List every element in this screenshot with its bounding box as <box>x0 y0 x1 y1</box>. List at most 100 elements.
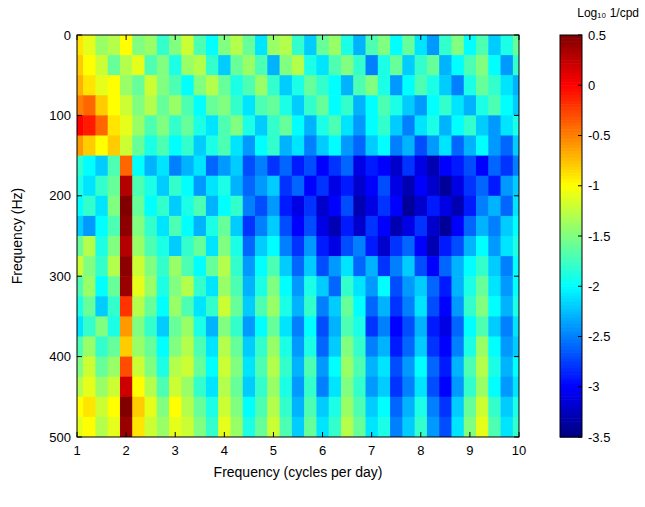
colorbar-tick <box>578 386 582 387</box>
cell <box>476 256 489 277</box>
x-tick <box>175 35 176 40</box>
y-tick <box>77 276 82 277</box>
cell <box>157 156 170 177</box>
cell <box>108 95 121 116</box>
cell <box>390 417 403 437</box>
cell <box>230 337 243 358</box>
x-tick-label: 8 <box>417 443 424 458</box>
cell <box>464 296 477 317</box>
cell <box>267 176 280 197</box>
cell <box>255 256 268 277</box>
cell <box>157 296 170 317</box>
cell <box>353 337 366 358</box>
cell <box>243 276 256 297</box>
cell <box>378 417 391 437</box>
cell <box>427 296 440 317</box>
cell <box>488 35 501 56</box>
cell <box>77 216 84 237</box>
cell <box>366 156 379 177</box>
cell <box>366 176 379 197</box>
cell <box>501 236 514 257</box>
cell <box>341 35 354 56</box>
cell <box>464 75 477 96</box>
cell <box>316 115 329 136</box>
cell <box>316 95 329 116</box>
cell <box>108 156 121 177</box>
cell <box>206 296 219 317</box>
cell <box>157 377 170 398</box>
cell <box>108 316 121 337</box>
cell <box>415 236 428 257</box>
cell <box>181 397 194 418</box>
cell <box>476 357 489 378</box>
cell <box>206 316 219 337</box>
colorbar-tick <box>578 185 582 186</box>
cell <box>427 55 440 76</box>
cell <box>280 55 293 76</box>
cell <box>243 216 256 237</box>
cell <box>132 176 145 197</box>
cell <box>513 176 519 197</box>
cell <box>451 196 464 217</box>
cell <box>501 256 514 277</box>
cell <box>230 377 243 398</box>
cell <box>132 417 145 437</box>
cell <box>415 35 428 56</box>
cell <box>439 337 452 358</box>
cell <box>402 216 415 237</box>
cell <box>255 35 268 56</box>
cell <box>206 95 219 116</box>
y-tick <box>514 35 519 36</box>
cell <box>243 35 256 56</box>
cell <box>366 337 379 358</box>
cell <box>464 276 477 297</box>
cell <box>316 136 329 157</box>
cell <box>218 256 231 277</box>
colorbar-title: Log₁₀ 1/cpd <box>577 6 639 20</box>
cell <box>390 156 403 177</box>
cell <box>501 95 514 116</box>
cell <box>157 276 170 297</box>
cell <box>132 136 145 157</box>
cell <box>378 357 391 378</box>
y-axis-title: Frequency (Hz) <box>9 188 25 284</box>
cell <box>255 276 268 297</box>
cell <box>292 55 305 76</box>
cell <box>366 55 379 76</box>
cell <box>230 397 243 418</box>
cell <box>415 256 428 277</box>
cell <box>230 75 243 96</box>
cell <box>378 316 391 337</box>
cell <box>120 417 133 437</box>
cell <box>476 316 489 337</box>
cell <box>132 196 145 217</box>
cell <box>132 337 145 358</box>
cell <box>218 115 231 136</box>
cell <box>316 55 329 76</box>
cell <box>451 296 464 317</box>
cell <box>83 236 96 257</box>
cell <box>206 417 219 437</box>
cell <box>439 357 452 378</box>
cell <box>120 357 133 378</box>
cell <box>402 136 415 157</box>
cell <box>488 377 501 398</box>
cell <box>304 156 317 177</box>
x-tick <box>126 432 127 437</box>
cell <box>329 115 342 136</box>
cell <box>390 115 403 136</box>
cell <box>488 75 501 96</box>
x-tick-label: 2 <box>122 443 129 458</box>
cell <box>194 357 207 378</box>
cell <box>169 276 182 297</box>
cell <box>83 35 96 56</box>
cell <box>439 417 452 437</box>
cell <box>415 377 428 398</box>
cell <box>513 256 519 277</box>
cell <box>95 136 108 157</box>
cell <box>169 316 182 337</box>
cell <box>304 256 317 277</box>
cell <box>476 55 489 76</box>
cell <box>194 276 207 297</box>
cell <box>329 156 342 177</box>
